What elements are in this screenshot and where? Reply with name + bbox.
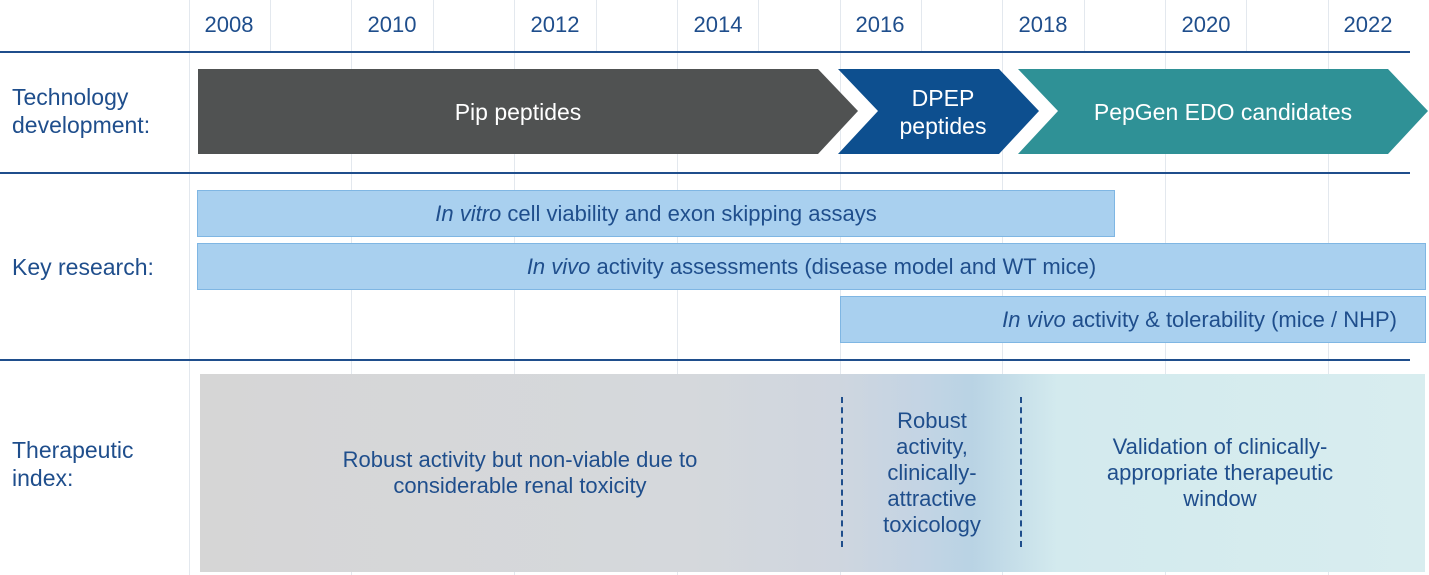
year-label: 2014 xyxy=(693,12,743,37)
year-label: 2010 xyxy=(367,12,417,37)
year-label: 2012 xyxy=(530,12,580,37)
research-bar-in-vitro: In vitro cell viability and exon skippin… xyxy=(197,190,1115,237)
research-bar-in-vivo-disease: In vivo activity assessments (disease mo… xyxy=(197,243,1426,290)
research-bar-text: cell viability and exon skipping assays xyxy=(501,200,877,226)
pepgen-arrow-label: PepGen EDO candidates xyxy=(1093,98,1353,125)
row-label-therapeutic: Therapeutic index: xyxy=(12,437,134,491)
year-label: 2020 xyxy=(1181,12,1231,37)
separator-line xyxy=(0,51,1410,53)
year-label: 2016 xyxy=(855,12,905,37)
research-bar-text: activity & tolerability (mice / NHP) xyxy=(1065,306,1397,332)
dpep-arrow-label: DPEP peptides xyxy=(899,84,987,139)
pip-arrow-shape xyxy=(198,69,858,154)
divider-dashed-line xyxy=(1020,397,1022,547)
separator-line xyxy=(0,359,1410,361)
row-label-technology: Technology development: xyxy=(12,84,151,138)
pepgen-arrow-shape xyxy=(1018,69,1428,154)
year-label: 2022 xyxy=(1343,12,1393,37)
research-bar-italic: In vivo xyxy=(526,253,591,279)
divider-dashed-line xyxy=(841,397,843,547)
research-bar-text: activity assessments (disease model and … xyxy=(590,253,1097,279)
dpep-arrow-shape xyxy=(838,69,1039,154)
pip-arrow-label: Pip peptides xyxy=(454,98,582,125)
therapeutic-dpep-text: Robust activity, clinically- attractive … xyxy=(883,408,981,537)
separator-line xyxy=(0,172,1410,174)
year-label: 2018 xyxy=(1018,12,1068,37)
research-bar-in-vivo-tolerability: In vivo activity & tolerability (mice / … xyxy=(840,296,1426,343)
research-bar-italic: In vivo xyxy=(1002,306,1066,332)
year-label: 2008 xyxy=(204,12,254,37)
therapeutic-pip-text: Robust activity but non-viable due to co… xyxy=(342,447,698,498)
research-bar-italic: In vitro xyxy=(435,200,502,226)
row-label-research: Key research: xyxy=(12,254,154,280)
therapeutic-pepgen-text: Validation of clinically- appropriate th… xyxy=(1106,434,1334,511)
therapeutic-index-panel xyxy=(200,374,1425,572)
